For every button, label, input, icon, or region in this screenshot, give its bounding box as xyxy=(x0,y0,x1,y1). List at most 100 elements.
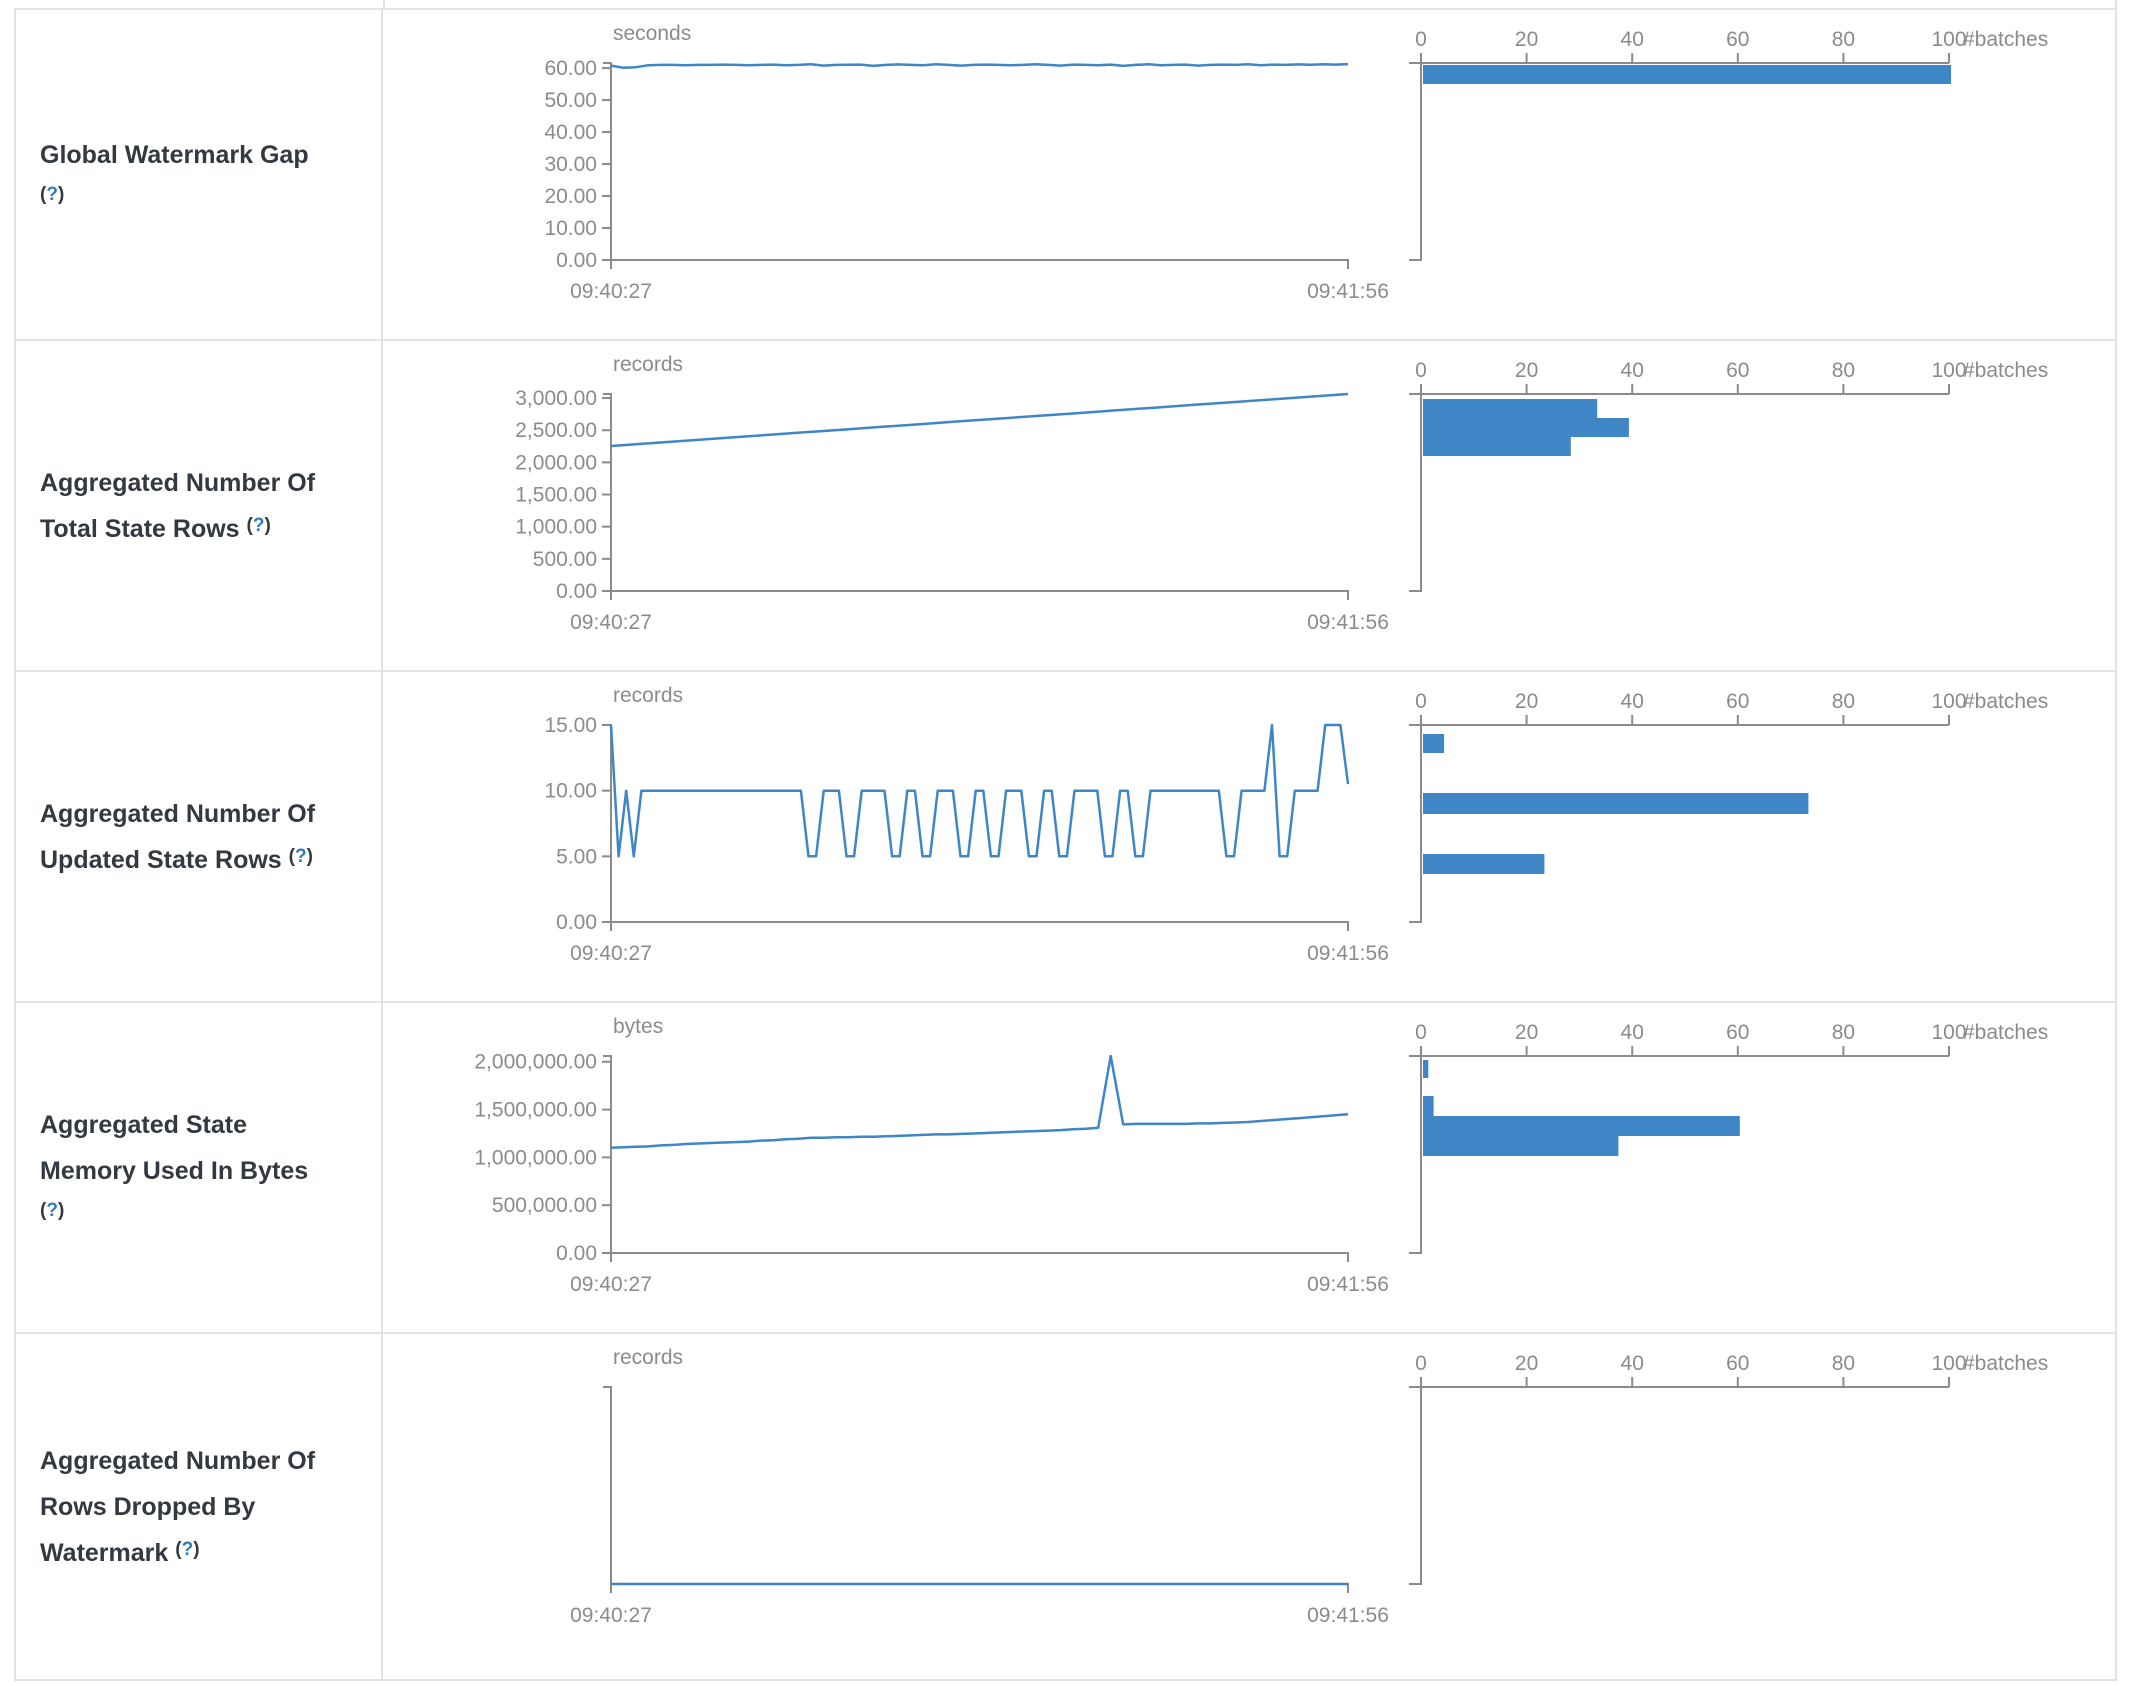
table-border-stub xyxy=(2115,0,2117,10)
histogram-bar xyxy=(1423,1096,1434,1116)
metric-title-line: Total State Rows xyxy=(40,514,240,543)
histogram-bar xyxy=(1423,734,1445,753)
timeline-series-line xyxy=(609,723,1350,858)
timeline-y-axis xyxy=(603,724,612,931)
histogram-axis-tick-label: 80 xyxy=(1832,690,1855,713)
metric-title: Aggregated Number Of Updated State Rows (… xyxy=(40,791,365,883)
histogram-y-axis xyxy=(1409,1055,1422,1254)
metric-label: Aggregated Number Of Updated State Rows (… xyxy=(16,672,383,1001)
help-tooltip-link[interactable]: (?) xyxy=(246,514,271,536)
metric-title: Aggregated State Memory Used In Bytes (?) xyxy=(40,1102,365,1234)
histogram-axis-tick-label: 60 xyxy=(1726,1352,1749,1375)
histogram-bar xyxy=(1423,793,1809,814)
metric-charts: bytes 0.00 500,000.00 1,000,000.00 1,500,000… xyxy=(383,1003,2115,1332)
metric-charts: records 0.00 5.00 10.00 15.00 09:40:27 09:41:5… xyxy=(383,672,2115,1001)
y-axis-tick-label: 60.00 xyxy=(544,57,597,80)
timeline-x-axis xyxy=(611,921,1349,931)
histogram-unit-label: #batches xyxy=(1963,1021,2048,1044)
histogram-axis-tick-label: 80 xyxy=(1832,1021,1855,1044)
timeline-histogram-chart: records 0.00 500.00 1,000.00 1,500.00 2,000.0… xyxy=(515,353,2048,634)
x-axis-start-label: 09:40:27 xyxy=(570,280,652,303)
metric-label: Aggregated Number Of Total State Rows (?) xyxy=(16,341,383,670)
x-axis-start-label: 09:40:27 xyxy=(570,1604,652,1627)
y-axis-tick-label: 0.00 xyxy=(556,1242,597,1265)
y-axis-tick-label: 2,500.00 xyxy=(515,419,597,442)
timeline-histogram-chart: bytes 0.00 500,000.00 1,000,000.00 1,500,000… xyxy=(474,1015,2048,1296)
metric-charts: records 0.00 500.00 1,000.00 1,500.00 2,000.0… xyxy=(383,341,2115,670)
metric-label: Aggregated Number Of Rows Dropped By Water… xyxy=(16,1334,383,1679)
y-axis-tick-label: 50.00 xyxy=(544,89,597,112)
x-axis-start-label: 09:40:27 xyxy=(570,611,652,634)
histogram-axis-tick-label: 100 xyxy=(1931,1021,1966,1044)
metric-row-1: Global Watermark Gap (?) seconds 0.00 10.00… xyxy=(16,10,2115,341)
histogram-axis-tick-label: 0 xyxy=(1415,1021,1427,1044)
help-tooltip-link[interactable]: (?) xyxy=(40,1199,65,1221)
help-tooltip-link[interactable]: (?) xyxy=(288,845,313,867)
histogram-unit-label: #batches xyxy=(1963,690,2048,713)
metric-label: Aggregated State Memory Used In Bytes (?) xyxy=(16,1003,383,1332)
histogram-y-axis xyxy=(1409,62,1422,261)
metric-title-line: Updated State Rows xyxy=(40,845,282,874)
help-tooltip-link[interactable]: (?) xyxy=(40,183,65,205)
x-axis-end-label: 09:41:56 xyxy=(1307,1273,1389,1296)
timeline-y-axis xyxy=(603,1055,612,1262)
histogram-axis-tick-label: 20 xyxy=(1515,359,1538,382)
histogram-bar xyxy=(1423,1116,1740,1136)
metric-title-line: Aggregated Number Of xyxy=(40,1446,316,1475)
y-axis-tick-label: 10.00 xyxy=(544,780,597,803)
histogram-axis-tick-label: 40 xyxy=(1621,690,1644,713)
timeline-unit-label: records xyxy=(613,684,683,707)
timeline-series-line xyxy=(610,1054,1349,1150)
y-axis-tick-label: 30.00 xyxy=(544,153,597,176)
histogram-axis-tick-label: 0 xyxy=(1415,1352,1427,1375)
y-axis-tick-label: 40.00 xyxy=(544,121,597,144)
timeline-histogram-chart: records 0.00 5.00 10.00 15.00 09:40:27 09:41:5… xyxy=(544,684,2048,965)
timeline-series-line xyxy=(610,62,1349,70)
histogram-axis-tick-label: 60 xyxy=(1726,690,1749,713)
timeline-histogram-chart: seconds 0.00 10.00 20.00 30.00 40.00 50.00 60.0… xyxy=(544,22,2048,303)
histogram-axis-tick-label: 20 xyxy=(1515,1352,1538,1375)
x-axis-end-label: 09:41:56 xyxy=(1307,611,1389,634)
histogram-unit-label: #batches xyxy=(1963,1352,2048,1375)
metric-row-4: Aggregated State Memory Used In Bytes (?) … xyxy=(16,1003,2115,1334)
y-axis-tick-label: 0.00 xyxy=(556,249,597,272)
y-axis-tick-label: 1,000.00 xyxy=(515,516,597,539)
timeline-unit-label: records xyxy=(613,1346,683,1369)
histogram-axis-tick-label: 80 xyxy=(1832,1352,1855,1375)
help-tooltip-link[interactable]: (?) xyxy=(175,1538,200,1560)
histogram-bar xyxy=(1423,418,1629,437)
table-border-stub xyxy=(383,0,385,10)
metric-title-line: Aggregated State xyxy=(40,1110,247,1139)
metric-row-2: Aggregated Number Of Total State Rows (?)… xyxy=(16,341,2115,672)
timeline-x-axis xyxy=(611,1252,1349,1262)
help-line: (?) xyxy=(40,178,365,218)
histogram-axis-tick-label: 20 xyxy=(1515,1021,1538,1044)
y-axis-tick-label: 1,500.00 xyxy=(515,484,597,507)
y-axis-tick-label: 3,000.00 xyxy=(515,387,597,410)
y-axis-tick-label: 0.00 xyxy=(556,911,597,934)
x-axis-start-label: 09:40:27 xyxy=(570,942,652,965)
histogram-axis-tick-label: 40 xyxy=(1621,359,1644,382)
metric-title: Aggregated Number Of Total State Rows (?) xyxy=(40,460,365,552)
histogram-axis-tick-label: 0 xyxy=(1415,690,1427,713)
help-line: (?) xyxy=(40,1194,365,1234)
y-axis-tick-label: 2,000.00 xyxy=(515,451,597,474)
histogram-axis-tick-label: 80 xyxy=(1832,359,1855,382)
metric-title-line: Watermark xyxy=(40,1538,169,1567)
histogram-axis-tick-label: 60 xyxy=(1726,359,1749,382)
y-axis-tick-label: 10.00 xyxy=(544,217,597,240)
timeline-histogram-chart: records 09:40:27 09:41:56 0 20 40 60 80 100#batc… xyxy=(570,1346,2048,1627)
histogram-axis-tick-label: 40 xyxy=(1621,1021,1644,1044)
y-axis-tick-label: 15.00 xyxy=(544,714,597,737)
histogram-bar xyxy=(1423,65,1951,84)
timeline-unit-label: seconds xyxy=(613,22,691,45)
histogram-bar xyxy=(1423,854,1545,874)
histogram-bar xyxy=(1423,399,1598,418)
histogram-y-axis xyxy=(1409,724,1422,923)
metric-row-3: Aggregated Number Of Updated State Rows (… xyxy=(16,672,2115,1003)
histogram-axis-tick-label: 100 xyxy=(1931,359,1966,382)
histogram-axis-tick-label: 80 xyxy=(1832,28,1855,51)
histogram-axis-tick-label: 40 xyxy=(1621,28,1644,51)
x-axis-start-label: 09:40:27 xyxy=(570,1273,652,1296)
histogram-bar xyxy=(1423,437,1571,456)
